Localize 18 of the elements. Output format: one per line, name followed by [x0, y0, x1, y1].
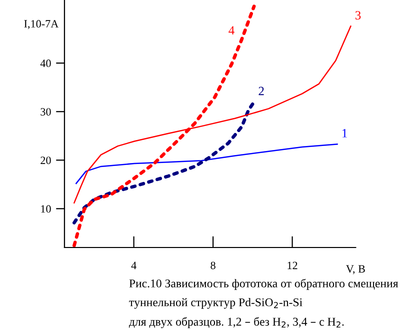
- line-series: [72, 100, 256, 224]
- text: туннельной структур Pd-SiO$_{2}$-n-Si: [129, 298, 302, 309]
- series-label: 3: [355, 11, 361, 20]
- text: Рис.10 Зависимость фототока от обратного смещения: [129, 278, 398, 290]
- x-tick-label: 4: [131, 262, 136, 270]
- x-tick-label: 12: [288, 262, 298, 270]
- text: для двух образцов. 1,2 – без H$_{2}$, 3,4 – с H$_{2}$.: [128, 317, 344, 328]
- line-series: [76, 144, 338, 184]
- x-tick-label: 8: [210, 262, 216, 270]
- y-tick-label: 40: [40, 60, 51, 68]
- series-label: 2: [258, 86, 264, 96]
- series-label: 1: [342, 129, 347, 138]
- y-axis-title: I,10-7A: [24, 20, 59, 30]
- y-tick-label: 30: [40, 108, 51, 116]
- x-axis-title: V, B: [346, 265, 365, 274]
- y-tick-label: 20: [40, 156, 51, 164]
- series-label: 4: [228, 26, 234, 34]
- y-tick-label: 10: [41, 205, 51, 213]
